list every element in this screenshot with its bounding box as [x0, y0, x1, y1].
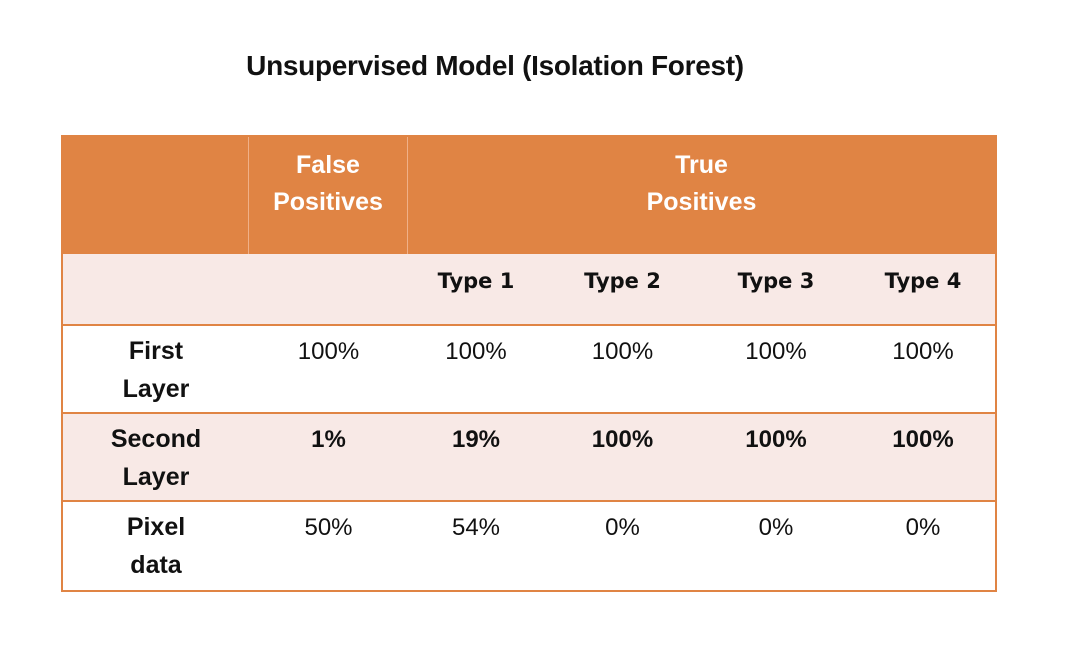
cell-type-3: 100% [745, 426, 807, 453]
cell-false-positives: 1% [311, 426, 346, 453]
header-row-types: Type 1 Type 2 Type 3 Type 4 [63, 254, 995, 326]
header-empty-cell [63, 254, 249, 324]
cell-false-positives: 50% [304, 514, 353, 541]
results-table: False Positives True Positives Type 1 Ty… [61, 135, 997, 592]
table-row-first-layer: First Layer 100% 100% 100% 100% 100% [63, 326, 995, 414]
header-false-positives: False Positives [249, 137, 408, 254]
header-type-2: Type 2 [584, 269, 661, 293]
cell-type-4: 100% [892, 426, 954, 453]
cell-type-3: 0% [758, 514, 794, 541]
cell-type-2: 100% [591, 426, 654, 453]
table-row-second-layer: Second Layer 1% 19% 100% 100% 100% [63, 414, 995, 502]
table-row-pixel-data: Pixel data 50% 54% 0% 0% 0% [63, 502, 995, 590]
header-true-positives: True Positives [646, 151, 757, 216]
cell-false-positives: 100% [297, 338, 360, 365]
cell-type-2: 100% [591, 338, 654, 365]
cell-type-4: 0% [905, 514, 941, 541]
header-type-1: Type 1 [437, 269, 515, 293]
header-empty-cell [249, 254, 408, 324]
cell-type-3: 100% [745, 338, 807, 365]
cell-type-2: 0% [605, 514, 640, 541]
header-type-3: Type 3 [737, 269, 815, 293]
header-type-4: Type 4 [884, 269, 962, 293]
cell-type-4: 100% [892, 338, 954, 365]
header-row-main: False Positives True Positives [63, 137, 995, 254]
row-label: Pixel data [126, 513, 186, 579]
cell-type-1: 100% [445, 338, 507, 365]
cell-type-1: 54% [451, 514, 501, 541]
row-label: Second Layer [110, 425, 202, 491]
page-title: Unsupervised Model (Isolation Forest) [246, 50, 744, 81]
row-label: First Layer [122, 337, 190, 403]
cell-type-1: 19% [451, 426, 501, 453]
header-empty-cell [63, 137, 249, 254]
